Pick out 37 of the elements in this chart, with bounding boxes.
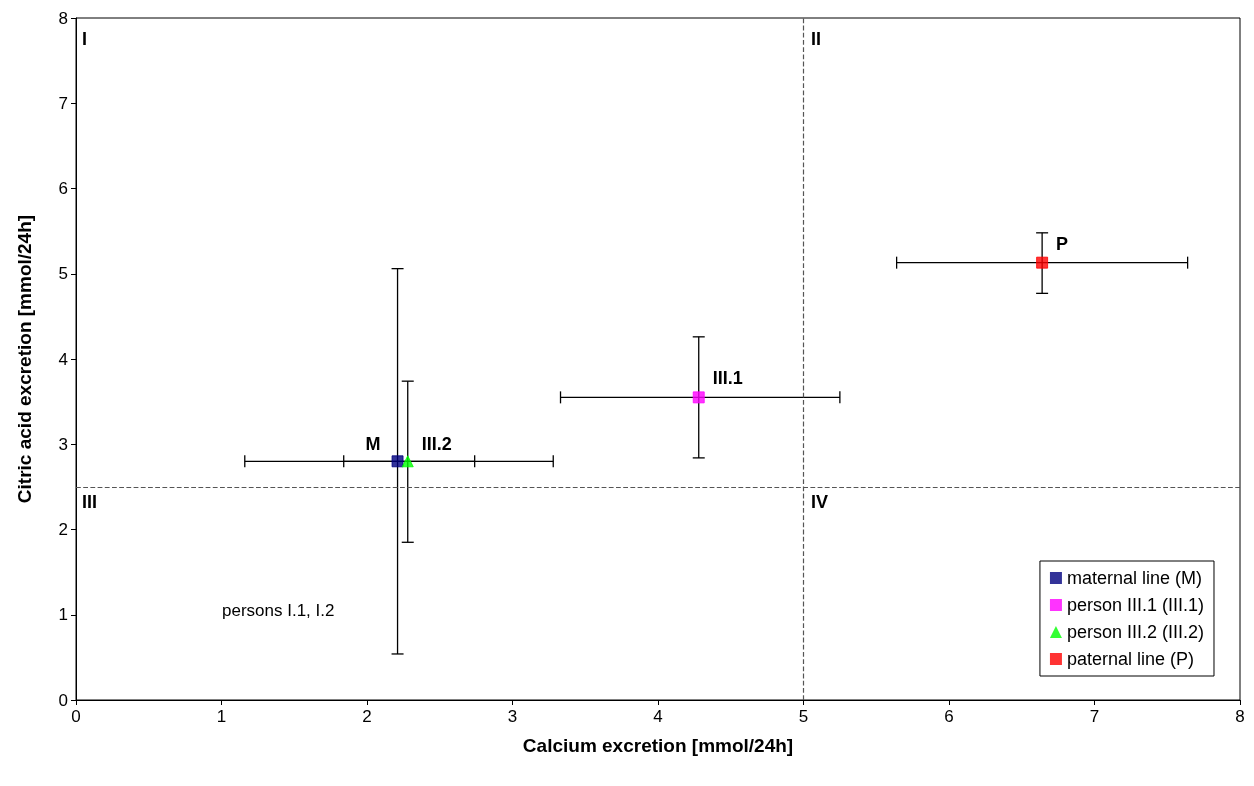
x-tick-label: 6: [944, 707, 954, 726]
annotation: I: [82, 29, 88, 49]
point: [391, 455, 404, 468]
annotation: III.2: [421, 434, 452, 455]
annotation: III: [82, 492, 98, 512]
annotation: M: [365, 434, 381, 455]
legend-label: person III.1 (III.1): [1066, 595, 1205, 615]
x-tick-label: 5: [798, 707, 809, 726]
point: [1036, 256, 1049, 269]
annotation: IV: [811, 492, 829, 512]
y-axis-title: Citric acid excretion [mmol/24h]: [14, 214, 35, 504]
x-tick-label: 8: [1235, 707, 1245, 726]
y-tick-label: 6: [58, 179, 68, 198]
y-tick-label: 5: [58, 264, 68, 284]
legend-label: paternal line (P): [1066, 649, 1195, 669]
y-tick-label: 3: [58, 434, 68, 454]
annotation: P: [1056, 233, 1069, 254]
x-tick-label: 0: [71, 707, 81, 726]
point: [692, 391, 705, 404]
legend-label: person III.2 (III.2): [1066, 622, 1205, 642]
legend-label: maternal line (M): [1066, 568, 1202, 588]
y-tick-label: 7: [58, 93, 68, 113]
point: [401, 455, 414, 468]
y-tick-label: 2: [58, 520, 68, 539]
x-tick-label: 2: [362, 707, 372, 726]
annotation: persons I.1, I.2: [222, 601, 335, 620]
y-tick-label: 8: [58, 8, 68, 28]
y-tick-label: 0: [58, 690, 68, 710]
x-tick-label: 7: [1089, 707, 1100, 726]
y-tick-label: 1: [58, 605, 68, 625]
x-axis-title: Calcium excretion [mmol/24h]: [522, 735, 794, 756]
x-tick-label: 4: [653, 707, 663, 726]
x-tick-label: 1: [216, 707, 227, 726]
annotation: III.1: [712, 368, 743, 389]
x-tick-label: 3: [507, 707, 518, 726]
annotation: II: [811, 29, 822, 49]
y-tick-label: 4: [58, 349, 68, 369]
